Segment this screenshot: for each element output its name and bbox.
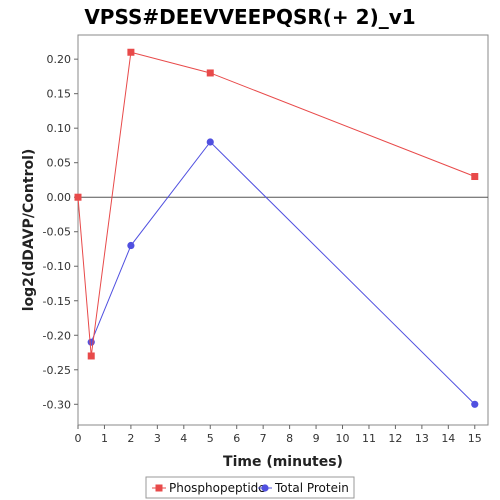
y-tick-label: 0.05 xyxy=(47,157,72,170)
y-tick-label: -0.25 xyxy=(43,364,71,377)
legend: Phosphopeptide Total Protein xyxy=(145,476,355,499)
y-tick-label: -0.20 xyxy=(43,329,71,342)
y-tick-label: -0.10 xyxy=(43,260,71,273)
legend-phosphopeptide-label: Phosphopeptide xyxy=(169,481,266,495)
x-tick-label: 14 xyxy=(441,432,455,445)
x-tick-label: 7 xyxy=(260,432,267,445)
x-tick-label: 12 xyxy=(388,432,402,445)
x-tick-label: 6 xyxy=(233,432,240,445)
y-axis-title: log2(dDAVP/Control) xyxy=(21,149,37,312)
x-tick-label: 5 xyxy=(207,432,214,445)
total-protein-line xyxy=(90,141,476,405)
legend-total-protein-marker xyxy=(261,484,269,492)
x-tick-label: 8 xyxy=(286,432,293,445)
x-tick-label: 1 xyxy=(101,432,108,445)
y-tick-label: -0.30 xyxy=(43,398,71,411)
x-tick-label: 15 xyxy=(468,432,482,445)
phosphopeptide-point xyxy=(74,193,82,201)
x-tick-label: 9 xyxy=(313,432,320,445)
phosphopeptide-point xyxy=(206,69,214,77)
phosphopeptide-point xyxy=(127,48,135,56)
y-tick-label: -0.05 xyxy=(43,226,71,239)
x-tick-label: 10 xyxy=(336,432,350,445)
x-tick-label: 13 xyxy=(415,432,429,445)
chart-title: VPSS#DEEVVEEPQSR(+ 2)_v1 xyxy=(84,5,415,29)
y-tick-label: 0.15 xyxy=(47,88,72,101)
legend-phosphopeptide-marker xyxy=(155,484,163,492)
y-tick-label: -0.15 xyxy=(43,295,71,308)
total-protein-point xyxy=(471,400,479,408)
x-tick-label: 2 xyxy=(127,432,134,445)
y-tick-label: 0.20 xyxy=(47,53,72,66)
x-tick-label: 3 xyxy=(154,432,161,445)
x-tick-label: 0 xyxy=(75,432,82,445)
total-protein-point xyxy=(206,138,214,146)
legend-total-protein-label: Total Protein xyxy=(274,481,349,495)
x-tick-label: 11 xyxy=(362,432,376,445)
y-tick-label: 0.10 xyxy=(47,122,72,135)
phosphopeptide-point xyxy=(471,173,479,181)
x-tick-label: 4 xyxy=(180,432,187,445)
x-axis-title: Time (minutes) xyxy=(223,454,343,470)
plot-area xyxy=(77,34,489,426)
x-axis: 0 1 2 3 4 5 6 7 8 9 10 11 12 13 14 15 xyxy=(75,425,482,445)
y-axis: 0.20 0.15 0.10 0.05 0.00 -0.05 -0.10 -0.15 -0.20… xyxy=(43,53,78,411)
series-layer xyxy=(74,48,479,408)
legend-box xyxy=(145,476,355,499)
y-tick-label: 0.00 xyxy=(47,191,72,204)
total-protein-point xyxy=(127,241,135,250)
phosphopeptide-point xyxy=(87,352,95,360)
